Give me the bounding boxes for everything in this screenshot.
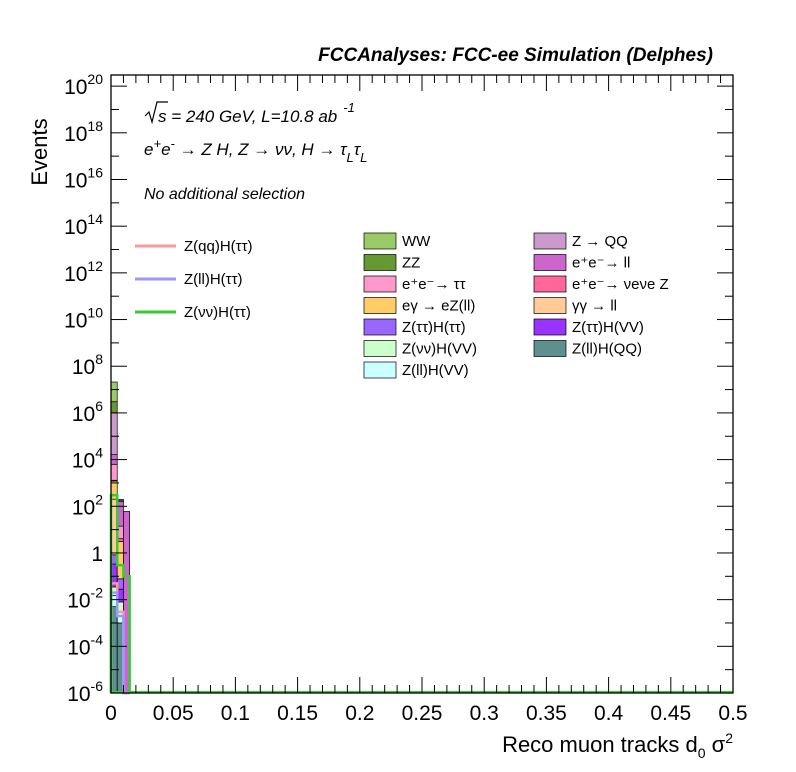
- y-tick-label: 108: [72, 351, 103, 379]
- legend-label: γγ → ll: [572, 298, 617, 315]
- legend-backgrounds: WW ZZ e⁺e⁻→ ττ eγ → eZ(ll) Z(ττ)H(ττ) Z(νν)H(…: [363, 232, 669, 379]
- y-tick-label: 1020: [64, 71, 103, 99]
- y-tick-label: 1016: [64, 165, 103, 193]
- legend-label: Z → QQ: [572, 233, 628, 250]
- y-tick-label: 1: [91, 543, 103, 566]
- legend-swatch: [363, 232, 397, 250]
- y-tick-label: 1014: [64, 211, 103, 239]
- legend-label: Z(ll)H(ττ): [184, 271, 243, 288]
- x-tick-label: 0.4: [594, 702, 624, 725]
- y-tick-label: 102: [72, 491, 103, 519]
- y-tick-label: 106: [72, 398, 103, 426]
- sqrt-icon: [144, 101, 168, 125]
- legend-label: e⁺e⁻→ νeνe Z: [572, 276, 669, 293]
- y-axis-label: Events: [27, 118, 52, 185]
- legend-swatch: [363, 340, 397, 357]
- x-axis-label: Reco muon tracks d0 σ2: [502, 730, 733, 761]
- legend-label: eγ → eZ(ll): [402, 298, 475, 315]
- bar-segment: [110, 381, 118, 403]
- x-tick-label: 0: [105, 702, 117, 725]
- legend-label: Z(ll)H(VV): [402, 362, 469, 379]
- y-axis-ticks: 10-6 10-4 10-2 1 102 104 106 108 1010 1012 1014 101…: [64, 71, 733, 706]
- y-tick-label: 1010: [64, 305, 103, 333]
- legend-label: Z(ττ)H(ττ): [402, 319, 466, 336]
- legend-label: ZZ: [402, 255, 420, 272]
- x-tick-label: 0.05: [153, 702, 194, 725]
- legend-swatch: [363, 297, 397, 314]
- legend-label: Z(qq)H(ττ): [184, 238, 253, 255]
- legend-label: e⁺e⁻→ ll: [572, 255, 630, 272]
- legend-label: WW: [402, 233, 431, 250]
- legend-swatch: [533, 318, 567, 336]
- plot-area: [111, 75, 733, 693]
- y-tick-label: 104: [72, 445, 103, 473]
- legend-swatch: [363, 254, 397, 271]
- svg-text:s = 240 GeV, L=10.8 ab-1: s = 240 GeV, L=10.8 ab -1: [158, 100, 355, 126]
- legend-label: Z(νν)H(VV): [402, 341, 477, 358]
- x-tick-label: 0.1: [221, 702, 250, 725]
- x-tick-label: 0.5: [718, 702, 747, 725]
- x-tick-label: 0.25: [402, 702, 443, 725]
- y-tick-label: 1018: [64, 118, 103, 146]
- selection-annotation: No additional selection: [144, 186, 305, 203]
- x-tick-label: 0.3: [470, 702, 499, 725]
- energy-exponent: -1: [343, 100, 355, 115]
- histogram-bars: [110, 381, 733, 694]
- signal-line: [109, 493, 131, 693]
- bar-segment: [110, 401, 118, 414]
- legend-swatch: [363, 361, 397, 379]
- x-axis-ticks: 0 0.05 0.1 0.15 0.2 0.25 0.3 0.35 0.4 0.45 0.5: [105, 75, 748, 725]
- energy-annotation: s = 240 GeV, L=10.8 ab -1: [144, 100, 355, 126]
- legend-signal: Z(qq)H(ττ) Z(ll)H(ττ) Z(νν)H(ττ): [135, 238, 253, 321]
- y-tick-label: 10-2: [67, 585, 103, 613]
- legend-label: Z(ττ)H(VV): [572, 319, 644, 336]
- chart-title: FCCAnalyses: FCC-ee Simulation (Delphes): [318, 45, 713, 66]
- legend-swatch: [533, 297, 567, 314]
- legend-swatch: [533, 275, 567, 293]
- legend-label: Z(νν)H(ττ): [184, 304, 251, 321]
- legend-label: e⁺e⁻→ ττ: [402, 276, 466, 293]
- legend-label: Z(ll)H(QQ): [572, 341, 642, 358]
- y-tick-label: 1012: [64, 258, 103, 286]
- x-tick-label: 0.15: [277, 702, 318, 725]
- legend-swatch: [533, 340, 567, 357]
- legend-swatch: [363, 275, 397, 293]
- y-tick-label: 10-6: [67, 678, 103, 706]
- legend-swatch: [363, 318, 397, 336]
- x-tick-label: 0.45: [650, 702, 691, 725]
- bar-segment: [110, 412, 118, 455]
- x-tick-label: 0.2: [345, 702, 374, 725]
- y-tick-label: 10-4: [67, 631, 103, 659]
- bar-segment: [110, 463, 118, 481]
- x-tick-label: 0.35: [526, 702, 567, 725]
- legend-swatch: [533, 254, 567, 271]
- energy-text: s = 240 GeV, L=10.8 ab: [158, 107, 337, 126]
- legend-swatch: [533, 232, 567, 250]
